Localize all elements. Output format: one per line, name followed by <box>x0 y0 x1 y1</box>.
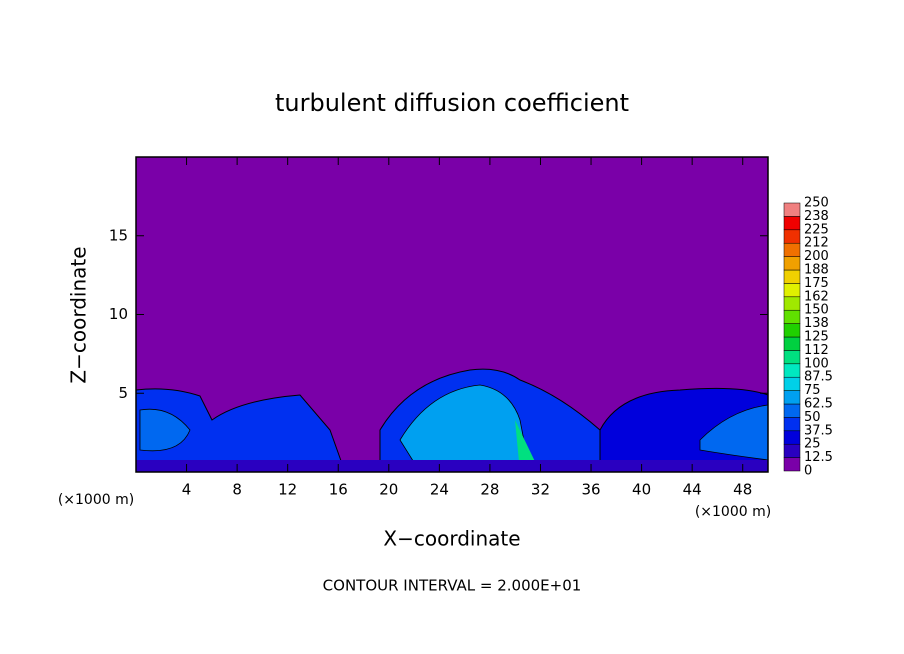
chart-title: turbulent diffusion coefficient <box>275 89 629 117</box>
colorbar-swatch <box>783 242 801 257</box>
colorbar-swatch <box>783 309 801 324</box>
colorbar-label: 225 <box>804 222 829 237</box>
colorbar-label: 212 <box>804 236 829 251</box>
colorbar-swatch <box>783 229 801 244</box>
x-unit-label: (×1000 m) <box>695 504 771 520</box>
x-tick-label: 40 <box>632 481 651 499</box>
colorbar-swatch <box>783 443 801 458</box>
y-tick-label: 15 <box>109 226 128 244</box>
colorbar-label: 238 <box>804 209 829 224</box>
colorbar-label: 188 <box>804 263 829 278</box>
colorbar-label: 50 <box>804 410 821 425</box>
colorbar-swatch <box>783 376 801 391</box>
colorbar-swatch <box>783 403 801 418</box>
contour-interval-note: CONTOUR INTERVAL = 2.000E+01 <box>323 577 582 595</box>
colorbar-swatch <box>783 363 801 378</box>
colorbar-swatch <box>783 216 801 231</box>
colorbar-label: 112 <box>804 343 829 358</box>
colorbar-label: 138 <box>804 316 829 331</box>
colorbar-label: 250 <box>804 196 829 211</box>
colorbar-label: 100 <box>804 356 829 371</box>
x-tick-label: 16 <box>329 481 348 499</box>
x-tick-label: 4 <box>182 481 192 499</box>
colorbar-swatch <box>783 296 801 311</box>
colorbar-swatch <box>783 269 801 284</box>
colorbar-label: 125 <box>804 330 829 345</box>
x-tick-label: 48 <box>733 481 752 499</box>
colorbar-swatch <box>783 336 801 351</box>
colorbar-label: 175 <box>804 276 829 291</box>
colorbar-label: 87.5 <box>804 370 833 385</box>
y-axis-label: Z−coordinate <box>67 246 91 383</box>
colorbar-label: 12.5 <box>804 450 833 465</box>
colorbar-swatch <box>783 417 801 432</box>
colorbar-label: 62.5 <box>804 397 833 412</box>
y-tick-label: 10 <box>109 305 128 323</box>
x-axis-label: X−coordinate <box>383 527 520 551</box>
x-tick-label: 24 <box>430 481 449 499</box>
x-tick-label: 44 <box>683 481 702 499</box>
colorbar-swatch <box>783 256 801 271</box>
colorbar-label: 25 <box>804 437 821 452</box>
colorbar-swatch <box>783 350 801 365</box>
colorbar-label: 200 <box>804 249 829 264</box>
colorbar-swatch <box>783 390 801 405</box>
colorbar-swatch <box>783 323 801 338</box>
contour-field <box>135 156 769 473</box>
colorbar-swatch <box>783 457 801 472</box>
x-tick-label: 32 <box>531 481 550 499</box>
colorbar-swatch <box>783 430 801 445</box>
colorbar-label: 162 <box>804 289 829 304</box>
colorbar-label: 37.5 <box>804 423 833 438</box>
x-tick-label: 12 <box>278 481 297 499</box>
colorbar-label: 75 <box>804 383 821 398</box>
y-unit-label: (×1000 m) <box>58 492 134 508</box>
colorbar-label: 150 <box>804 303 829 318</box>
x-tick-label: 20 <box>379 481 398 499</box>
x-tick-label: 28 <box>480 481 499 499</box>
colorbar-label: 0 <box>804 464 812 479</box>
x-tick-label: 8 <box>232 481 242 499</box>
colorbar-swatch <box>783 202 801 217</box>
x-tick-label: 36 <box>581 481 600 499</box>
y-tick-label: 5 <box>118 384 128 402</box>
colorbar-swatch <box>783 283 801 298</box>
